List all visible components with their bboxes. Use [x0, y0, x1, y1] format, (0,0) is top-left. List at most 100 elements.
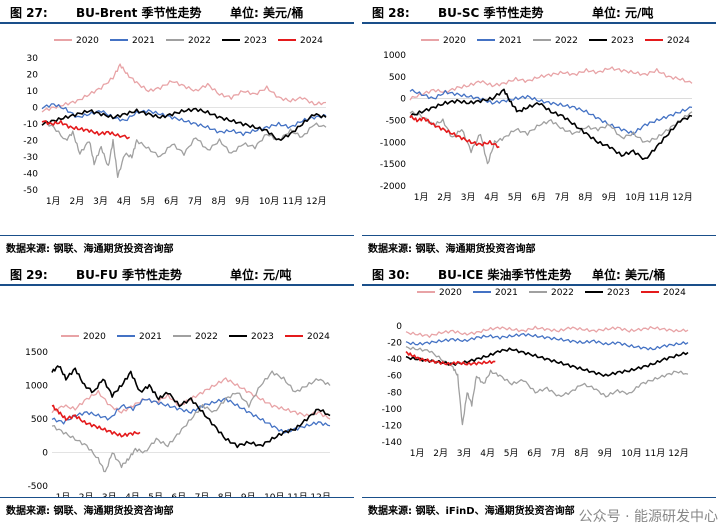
legend-label-2022: 2022 [551, 288, 574, 298]
y-tick-label: 0 [400, 95, 406, 105]
x-tick-label: 10月 [264, 492, 284, 497]
x-tick-label: 12月 [310, 492, 330, 497]
x-tick-label: 3月 [102, 492, 117, 497]
x-tick-label: 3月 [457, 448, 472, 459]
x-tick-label: 10月 [259, 196, 279, 207]
figure-number: 图 28: [372, 6, 410, 20]
x-tick-label: 7月 [195, 492, 210, 497]
panel-header: 图 30: BU-ICE 柴油季节性走势 单位: 美元/桶 [362, 262, 716, 286]
x-tick-label: 4月 [125, 492, 140, 497]
chart-panel-bu-ice-diesel: 图 30: BU-ICE 柴油季节性走势 单位: 美元/桶 -140 -120 -1… [362, 262, 716, 522]
legend-label-2023: 2023 [611, 36, 634, 46]
figure-number: 图 29: [10, 268, 48, 282]
x-tick-label: 5月 [508, 192, 523, 203]
legend-label-2020: 2020 [83, 332, 106, 342]
x-tick-label: 4月 [484, 192, 499, 203]
y-tick-label: -120 [382, 421, 403, 431]
y-tick-label: -20 [387, 339, 402, 349]
data-source: 数据来源: 钢联、海通期货投资咨询部 [368, 244, 536, 255]
x-tick-label: 5月 [148, 492, 163, 497]
legend-label-2021: 2021 [139, 332, 162, 342]
unit-label: 单位: 元/吨 [592, 6, 654, 20]
panel-header: 图 28: BU-SC 季节性走势 单位: 元/吨 [362, 0, 716, 24]
x-tick-label: 7月 [551, 448, 566, 459]
data-source: 数据来源: 钢联、海通期货投资咨询部 [6, 506, 174, 517]
data-source: 数据来源: 钢联、海通期货投资咨询部 [6, 244, 174, 255]
legend-label-2023: 2023 [607, 288, 630, 298]
y-tick-label: -100 [382, 405, 403, 415]
x-tick-label: 10月 [621, 448, 641, 459]
x-tick-label: 12月 [306, 196, 326, 207]
series-line-2023 [51, 365, 331, 449]
x-tick-label: 9月 [235, 196, 250, 207]
chart-title: BU-ICE 柴油季节性走势 [438, 268, 572, 282]
legend-label-2021: 2021 [132, 36, 155, 46]
panel-footer: 数据来源: 钢联、海通期货投资咨询部 [362, 235, 716, 256]
y-tick-label: -1500 [380, 160, 406, 170]
y-tick-label: -40 [387, 355, 402, 365]
x-tick-label: 4月 [480, 448, 495, 459]
unit-label: 单位: 元/吨 [230, 268, 292, 282]
watermark-text: 公众号 · 能源研发中心 [578, 509, 718, 525]
series-line-2024 [41, 120, 130, 140]
panel-header: 图 27: BU-Brent 季节性走势 单位: 美元/桶 [0, 0, 354, 24]
legend-label-2021: 2021 [499, 36, 522, 46]
x-tick-label: 2月 [437, 192, 452, 203]
y-tick-label: 1000 [383, 51, 406, 61]
series-line-2023 [41, 107, 327, 141]
chart-title: BU-Brent 季节性走势 [76, 6, 202, 20]
series-line-2024 [409, 114, 500, 149]
x-tick-label: 6月 [531, 192, 546, 203]
series-line-2024 [405, 351, 496, 366]
x-tick-label: 1月 [414, 192, 429, 203]
x-tick-label: 11月 [283, 196, 303, 207]
x-tick-label: 1月 [410, 448, 425, 459]
panel-footer: 数据来源: 钢联、海通期货投资咨询部 [0, 235, 354, 256]
x-tick-label: 9月 [602, 192, 617, 203]
legend-label-2020: 2020 [76, 36, 99, 46]
series-line-2021 [51, 397, 331, 434]
unit-label: 单位: 美元/桶 [592, 268, 666, 282]
x-tick-label: 1月 [46, 196, 61, 207]
x-tick-label: 11月 [287, 492, 307, 497]
y-tick-label: -1000 [380, 138, 406, 148]
y-tick-label: 0 [32, 104, 38, 114]
y-tick-label: 500 [389, 73, 406, 83]
figure-number: 图 27: [10, 6, 48, 20]
y-tick-label: 0 [42, 449, 48, 459]
y-tick-label: 10 [27, 87, 39, 97]
x-tick-label: 7月 [555, 192, 570, 203]
legend-label-2023: 2023 [244, 36, 267, 46]
y-tick-label: -2000 [380, 182, 406, 192]
chart-title: BU-SC 季节性走势 [438, 6, 544, 20]
x-tick-label: 8月 [212, 196, 227, 207]
x-tick-label: 8月 [574, 448, 589, 459]
y-tick-label: -60 [387, 372, 402, 382]
bu-fu-chart: -500 0 500 1000 1500 1月 2月 3月 4月 5月 6月 7月 8月 9月 10月11月… [25, 332, 331, 497]
chart-panel-bu-brent: 图 27: BU-Brent 季节性走势 单位: 美元/桶 -50 -40 -30-… [0, 0, 354, 260]
y-tick-label: 20 [27, 71, 39, 81]
legend-label-2024: 2024 [300, 36, 323, 46]
x-tick-label: 6月 [527, 448, 542, 459]
series-line-2022 [51, 370, 331, 473]
y-tick-label: -30 [23, 153, 38, 163]
legend-label-2022: 2022 [195, 332, 218, 342]
series-line-2021 [409, 88, 693, 135]
y-tick-label: -500 [386, 117, 407, 127]
panel-header: 图 29: BU-FU 季节性走势 单位: 元/吨 [0, 262, 354, 286]
x-tick-label: 10月 [625, 192, 645, 203]
x-tick-label: 5月 [141, 196, 156, 207]
panel-footer: 数据来源: 钢联、海通期货投资咨询部 [0, 497, 354, 518]
y-tick-label: -20 [23, 137, 38, 147]
x-tick-label: 9月 [241, 492, 256, 497]
y-tick-label: -80 [387, 388, 402, 398]
legend-label-2022: 2022 [188, 36, 211, 46]
legend-label-2022: 2022 [555, 36, 578, 46]
y-tick-label: 30 [27, 54, 39, 64]
x-tick-label: 9月 [598, 448, 613, 459]
chart-panel-bu-fu: 图 29: BU-FU 季节性走势 单位: 元/吨 -500 0 500 1000 15… [0, 262, 354, 522]
x-tick-label: 11月 [649, 192, 669, 203]
chart-panel-bu-sc: 图 28: BU-SC 季节性走势 单位: 元/吨 -2000 -1500 -100… [362, 0, 716, 260]
legend-label-2020: 2020 [443, 36, 466, 46]
x-tick-label: 11月 [645, 448, 665, 459]
